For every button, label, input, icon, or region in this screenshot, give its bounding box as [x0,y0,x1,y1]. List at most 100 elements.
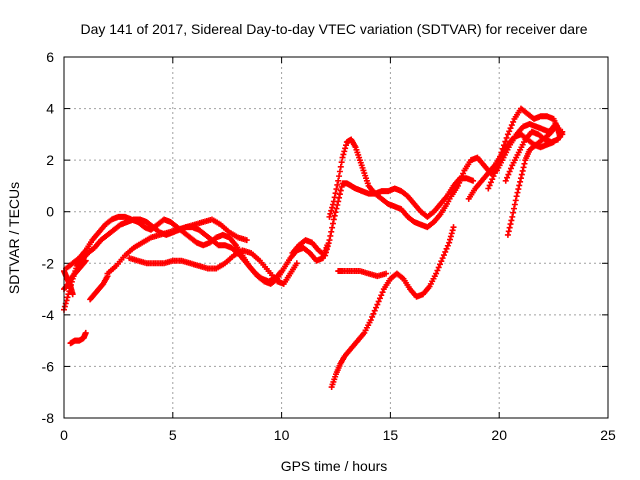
data-point [340,151,347,158]
data-point [332,190,339,197]
data-point [507,221,514,228]
data-point [448,230,455,237]
data-point [329,220,336,227]
series-track-h [335,268,390,280]
data-points [61,105,566,391]
axis-ticks: 0 5 10 15 20 25 -8 -6 -4 -2 0 2 4 6 [42,49,616,443]
data-point [342,145,349,152]
data-point [490,173,497,180]
data-point [502,138,509,145]
series-track-f [326,136,464,231]
y-tick-label: -6 [42,358,55,374]
data-point [438,258,445,265]
data-point [503,134,510,141]
data-point [498,149,505,156]
data-point [444,242,451,249]
data-point [495,157,502,164]
data-point [327,232,334,239]
x-tick-label: 10 [274,427,290,443]
data-point [519,167,526,174]
data-point [82,257,89,264]
y-tick-label: -8 [42,410,55,426]
data-point [433,270,440,277]
data-point [343,142,350,149]
data-point [375,298,382,305]
data-point [331,194,338,201]
data-point [449,227,456,234]
data-point [333,205,340,212]
data-point [337,163,344,170]
series-track-k [502,128,566,184]
data-point [504,131,511,138]
series-track-d [126,247,300,287]
data-point [69,291,76,298]
data-point [442,248,449,255]
data-point [447,233,454,240]
data-point [293,260,300,267]
data-point [493,165,500,172]
x-axis-label: GPS time / hours [281,458,388,474]
data-point [517,175,524,182]
data-point [443,245,450,252]
data-point [506,224,513,231]
data-point [330,198,337,205]
data-point [454,182,461,189]
data-point [331,212,338,219]
data-point [500,142,507,149]
data-point [339,154,346,161]
series-track-n [67,329,89,347]
data-point [435,264,442,271]
data-point [337,187,344,194]
data-point [456,179,463,186]
data-point [520,164,527,171]
data-point [328,228,335,235]
data-point [376,295,383,302]
data-point [379,289,386,296]
data-point [470,177,477,184]
data-point [336,173,343,180]
data-point [278,268,285,275]
data-point [507,125,514,132]
data-point [434,267,441,274]
data-point [338,183,345,190]
data-point [336,168,343,175]
data-point [371,307,378,314]
data-point [81,258,88,265]
data-point [511,201,518,208]
x-tick-label: 5 [169,427,177,443]
data-point [330,216,337,223]
data-point [336,191,343,198]
data-point [437,261,444,268]
data-point [374,301,381,308]
data-point [341,148,348,155]
data-point [329,204,336,211]
data-point [557,133,564,140]
data-point [515,186,522,193]
data-point [506,168,513,175]
data-point [326,213,333,220]
data-point [509,213,516,220]
data-point [458,173,465,180]
data-point [502,177,509,184]
data-point [494,161,501,168]
data-point [508,217,515,224]
data-point [499,145,506,152]
data-point [325,240,332,247]
series-track-g [328,224,457,391]
data-point [485,185,492,192]
data-point [329,224,336,231]
plot-frame [63,56,609,419]
data-point [370,310,377,317]
data-point [328,207,335,214]
data-point [378,292,385,299]
data-point [323,246,330,253]
data-point [508,122,515,129]
data-point [489,176,496,183]
data-point [491,170,498,177]
data-point [373,304,380,311]
data-point [521,160,528,167]
data-point [338,159,345,166]
data-point [505,171,512,178]
data-point [504,231,511,238]
